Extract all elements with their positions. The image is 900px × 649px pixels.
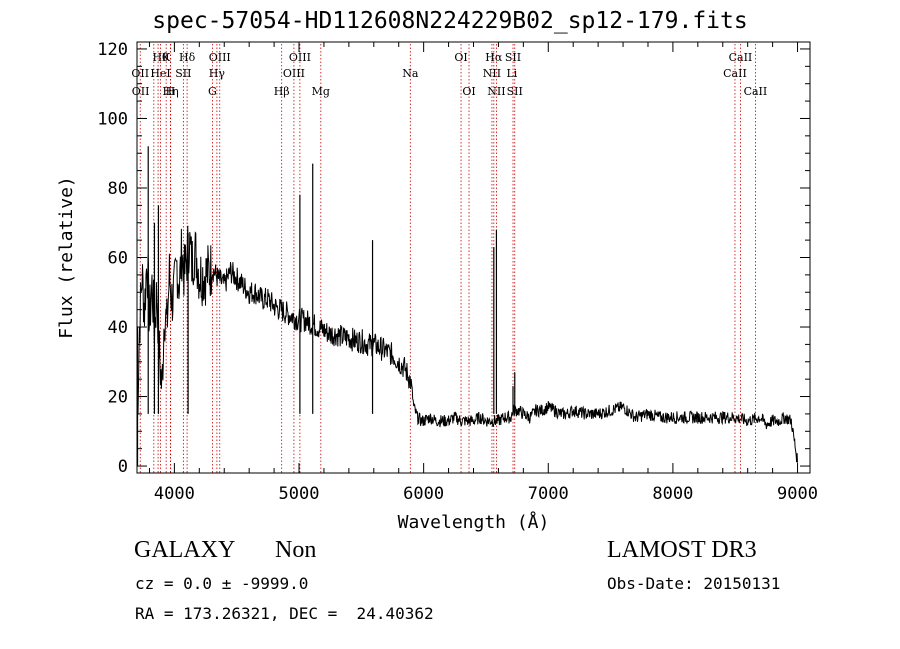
- y-tick-label: 0: [118, 457, 128, 477]
- line-label: OII: [132, 85, 150, 98]
- line-label: G: [208, 85, 217, 98]
- x-tick-label: 5000: [279, 484, 320, 504]
- x-tick-label: 8000: [652, 484, 693, 504]
- line-label: HeI: [150, 67, 170, 80]
- line-label: NII: [487, 85, 505, 98]
- x-tick-label: 7000: [528, 484, 569, 504]
- redshift-readout: cz = 0.0 ± -9999.0: [135, 574, 309, 593]
- y-axis: 0 20 40 60 80 100 120: [97, 40, 810, 477]
- plot-frame: [136, 41, 811, 474]
- line-label: SII: [175, 67, 191, 80]
- line-label: OI: [454, 51, 467, 64]
- line-label: K: [162, 51, 171, 64]
- line-label: Hδ: [179, 51, 196, 64]
- y-tick-label: 40: [108, 318, 128, 338]
- obs-date: Obs-Date: 20150131: [607, 574, 781, 593]
- line-label: CaII: [729, 51, 753, 64]
- line-label: Li: [506, 67, 517, 80]
- line-markers: [139, 44, 756, 473]
- line-label: SII: [505, 51, 521, 64]
- line-label: OI: [462, 85, 475, 98]
- line-label: OIII: [209, 51, 231, 64]
- x-tick-label: 4000: [154, 484, 195, 504]
- line-label: Mg: [312, 85, 330, 98]
- line-label: CaII: [744, 85, 768, 98]
- line-label: Hα: [485, 51, 503, 64]
- x-axis: 4000 5000 6000 7000 8000 9000: [148, 42, 818, 504]
- chart-title: spec-57054-HD112608N224229B02_sp12-179.f…: [152, 8, 748, 34]
- line-label: Hβ: [274, 85, 290, 98]
- line-label: NII: [483, 67, 501, 80]
- line-label: OIII: [283, 67, 305, 80]
- line-label: Na: [402, 67, 419, 80]
- spectrum-line: [137, 225, 798, 463]
- object-class: GALAXY: [134, 537, 236, 563]
- y-tick-label: 120: [97, 40, 128, 60]
- y-tick-label: 60: [108, 249, 128, 269]
- object-subclass: Non: [275, 537, 317, 563]
- line-label: SII: [507, 85, 523, 98]
- line-label: CaII: [723, 67, 747, 80]
- y-tick-label: 100: [97, 109, 128, 129]
- line-label: Hη: [163, 85, 179, 98]
- line-label: Hθ: [152, 51, 169, 64]
- y-tick-label: 80: [108, 179, 128, 199]
- line-label: H: [166, 85, 176, 98]
- ra-dec-readout: RA = 173.26321, DEC = 24.40362: [135, 604, 434, 623]
- line-label: OIII: [289, 51, 311, 64]
- x-axis-label: Wavelength (Å): [398, 511, 550, 533]
- line-label: OII: [131, 67, 149, 80]
- line-label: Hγ: [209, 67, 226, 80]
- spectrum-series: [137, 146, 798, 467]
- survey-name: LAMOST DR3: [607, 537, 757, 563]
- y-tick-label: 20: [108, 388, 128, 408]
- x-tick-label: 6000: [403, 484, 444, 504]
- y-axis-label: Flux (relative): [56, 176, 77, 339]
- x-tick-label: 9000: [777, 484, 818, 504]
